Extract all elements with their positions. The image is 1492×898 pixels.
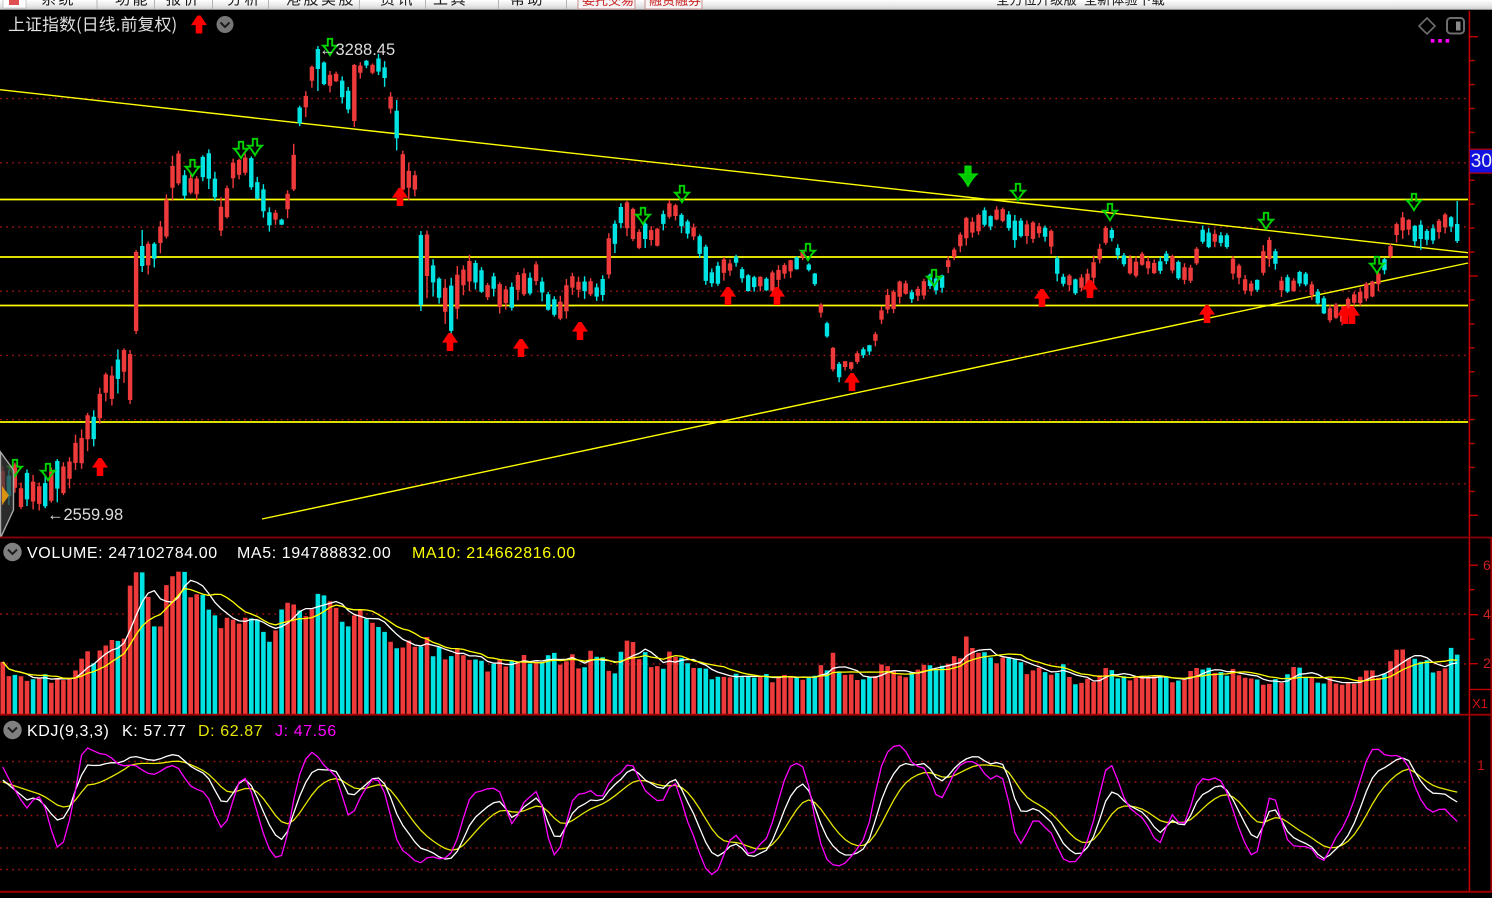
svg-text:KDJ(9,3,3): KDJ(9,3,3) xyxy=(27,723,109,740)
svg-text:MA10: 214662816.00: MA10: 214662816.00 xyxy=(412,545,576,562)
svg-text:30: 30 xyxy=(1471,151,1492,172)
svg-text:X1: X1 xyxy=(1472,696,1488,711)
svg-text:4: 4 xyxy=(1483,606,1491,622)
svg-text:VOLUME: 247102784.00: VOLUME: 247102784.00 xyxy=(27,545,218,562)
svg-text:K: 57.77: K: 57.77 xyxy=(122,723,186,740)
svg-text:D: 62.87: D: 62.87 xyxy=(198,723,263,740)
svg-text:2: 2 xyxy=(1483,655,1491,671)
svg-text:J: 47.56: J: 47.56 xyxy=(275,723,337,740)
svg-text:←2559.98: ←2559.98 xyxy=(47,506,123,524)
svg-text:6: 6 xyxy=(1483,557,1491,573)
svg-text:←3288.45: ←3288.45 xyxy=(319,41,395,59)
svg-text:MA5: 194788832.00: MA5: 194788832.00 xyxy=(237,545,391,562)
svg-text:1: 1 xyxy=(1477,757,1485,773)
